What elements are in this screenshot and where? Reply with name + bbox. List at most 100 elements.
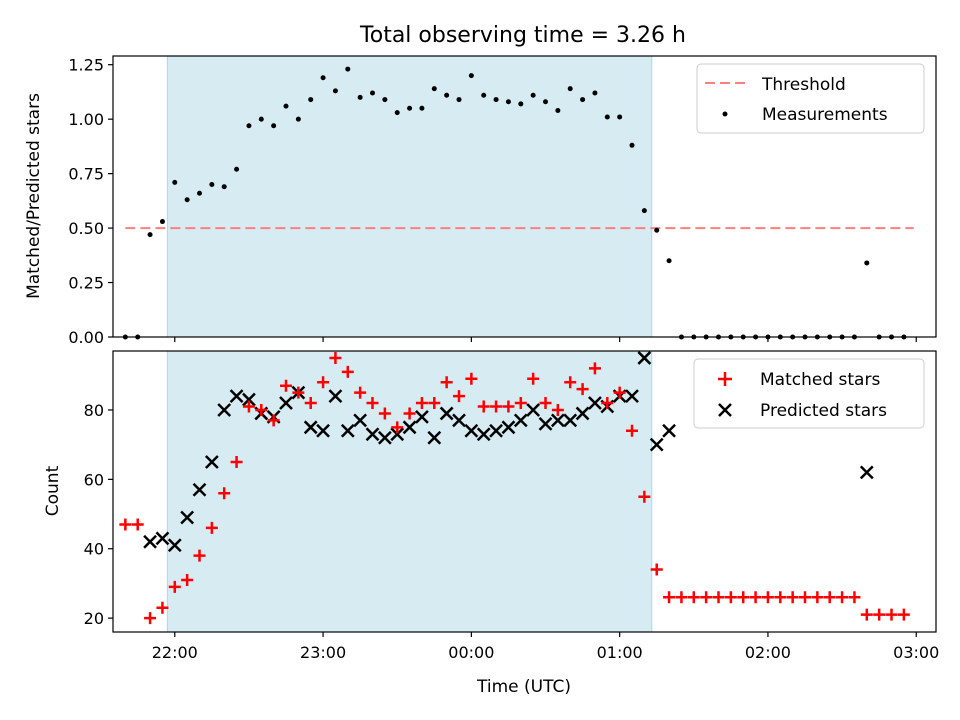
measurement-point — [555, 107, 561, 113]
measurement-point — [641, 208, 647, 214]
matched-star-marker — [193, 549, 206, 562]
bottom-y-axis-label: Count — [43, 465, 63, 516]
matched-star-marker — [749, 591, 762, 604]
matched-star-marker — [663, 591, 676, 604]
measurement-points — [122, 66, 907, 340]
bottom-y-tick-label: 80 — [84, 401, 104, 420]
matched-star-marker — [205, 521, 218, 534]
predicted-star-marker — [526, 403, 541, 417]
measurement-point — [258, 116, 264, 122]
matched-star-marker — [761, 591, 774, 604]
measurement-point — [567, 86, 573, 92]
measurement-point — [654, 227, 660, 233]
predicted-star-marker — [242, 392, 256, 407]
measurement-point — [345, 66, 351, 72]
matched-star-marker — [539, 397, 552, 410]
threshold-legend-label: Threshold — [761, 75, 846, 95]
measurement-point — [209, 182, 215, 188]
bottom-y-tick-label: 60 — [84, 470, 104, 489]
matched-star-marker — [799, 591, 812, 604]
predicted-star-marker — [390, 427, 405, 442]
measurement-point — [481, 92, 487, 98]
matched-star-marker — [144, 612, 157, 625]
top-y-ticks: 0.00 0.25 0.50 0.75 1.00 1.25 — [68, 56, 113, 347]
matched-star-marker — [255, 403, 268, 416]
predicted-star-marker — [155, 531, 170, 546]
predicted-star-marker — [279, 396, 293, 410]
measurement-point — [456, 97, 462, 103]
measurement-point — [283, 103, 289, 109]
measurement-point — [295, 116, 301, 122]
matched-star-marker — [230, 456, 243, 469]
predicted-star-marker — [192, 482, 207, 497]
measurement-point — [592, 90, 598, 96]
matched-star-marker — [403, 407, 416, 420]
measurement-point — [357, 94, 363, 100]
measurement-point — [394, 110, 400, 116]
x-tick-label: 22:00 — [152, 643, 198, 662]
predicted-star-marker — [328, 389, 343, 403]
matched-star-marker — [465, 372, 478, 385]
matched-star-marker — [292, 386, 305, 399]
predicted-star-marker — [588, 396, 602, 410]
matched-star-marker — [502, 400, 515, 413]
matched-star-marker — [490, 400, 503, 413]
predicted-star-marker — [501, 420, 516, 435]
matched-star-markers — [119, 351, 910, 625]
x-axis-label: Time (UTC) — [476, 677, 571, 697]
measurement-point — [246, 123, 252, 129]
bottom-x-ticks: 22:00 23:00 00:00 01:00 02:00 03:00 — [152, 632, 939, 662]
predicted-star-marker — [217, 403, 232, 417]
top-panel: 0.00 0.25 0.50 0.75 1.00 1.25 Matched/Predict… — [24, 55, 937, 347]
matched-star-marker — [366, 397, 379, 410]
matched-star-marker — [588, 362, 601, 375]
matched-star-marker — [700, 591, 713, 604]
matched-star-marker — [626, 424, 639, 437]
measurement-point — [666, 258, 672, 264]
predicted-star-marker — [180, 510, 195, 525]
matched-star-marker — [774, 591, 787, 604]
x-tick-label: 03:00 — [893, 643, 939, 662]
predicted-star-marker — [476, 427, 491, 442]
matched-star-marker — [329, 351, 342, 364]
matched-stars-legend-label: Matched stars — [760, 370, 880, 390]
measurement-point — [184, 197, 190, 203]
measurement-point — [271, 123, 277, 129]
matched-star-marker — [527, 372, 540, 385]
matched-star-marker — [341, 365, 354, 378]
measurement-point — [617, 114, 623, 120]
matched-star-marker — [168, 580, 181, 593]
matched-star-marker — [638, 490, 651, 503]
matched-star-marker — [242, 400, 255, 413]
matched-star-marker — [613, 386, 626, 399]
matched-star-marker — [391, 421, 404, 434]
predicted-star-marker — [649, 437, 664, 452]
matched-star-marker — [786, 591, 799, 604]
measurement-point — [419, 105, 425, 111]
measurement-point — [147, 232, 153, 238]
top-y-tick-label: 0.75 — [68, 165, 104, 184]
matched-star-marker — [836, 591, 849, 604]
top-legend: Threshold Measurements — [696, 63, 925, 134]
predicted-star-marker — [353, 413, 368, 428]
predicted-star-marker — [538, 416, 553, 431]
matched-star-marker — [724, 591, 737, 604]
chart-title: Total observing time = 3.26 h — [359, 23, 686, 48]
measurement-point — [604, 114, 610, 120]
measurement-point — [493, 97, 499, 103]
matched-star-marker — [848, 591, 861, 604]
measurement-point — [505, 99, 511, 105]
bottom-legend: Matched stars Predicted stars — [693, 358, 925, 429]
matched-star-marker — [280, 379, 293, 392]
top-y-tick-label: 1.25 — [68, 56, 104, 75]
predicted-star-marker — [316, 423, 330, 438]
measurement-point — [530, 92, 536, 98]
predicted-star-marker — [859, 465, 874, 480]
matched-star-marker — [317, 376, 330, 389]
predicted-stars-legend-swatch — [718, 403, 732, 417]
top-observing-window — [166, 55, 653, 338]
x-tick-label: 23:00 — [300, 643, 346, 662]
predicted-star-marker — [167, 538, 182, 553]
matched-star-marker — [687, 591, 700, 604]
